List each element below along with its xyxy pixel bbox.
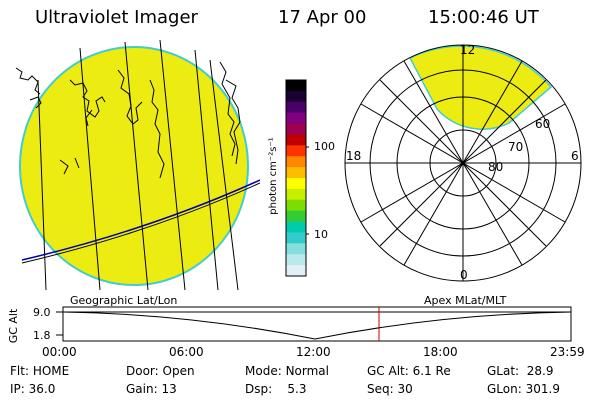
status-seq: Seq: 30 — [367, 382, 413, 396]
colorbar-cell — [286, 134, 306, 146]
status-flt: Flt: HOME — [10, 364, 70, 378]
status-glon: GLon: 301.9 — [487, 382, 560, 396]
geographic-caption: Geographic Lat/Lon — [70, 294, 178, 307]
status-flt-value: HOME — [32, 364, 70, 378]
status-gain: Gain: 13 — [126, 382, 177, 396]
x-tick-0600: 06:00 — [169, 345, 204, 359]
colorbar-cell — [286, 199, 306, 212]
colorbar-cell — [286, 112, 306, 125]
colorbar-cell — [286, 123, 306, 135]
mlt-label-6: 6 — [571, 149, 579, 163]
status-gcalt-value: 6.1 Re — [412, 364, 451, 378]
coastline — [15, 61, 241, 179]
app-title: Ultraviolet Imager — [35, 7, 198, 28]
status-glat-value: 28.9 — [526, 364, 554, 378]
colorbar-cell — [286, 210, 306, 223]
status-seq-value: 30 — [397, 382, 413, 396]
mlt-label-18: 18 — [346, 149, 361, 163]
x-tick-1800: 18:00 — [423, 345, 458, 359]
colorbar-cell — [286, 232, 306, 244]
apex-caption: Apex MLat/MLT — [424, 294, 507, 307]
colorbar-cell — [286, 101, 306, 114]
colorbar-cell — [286, 145, 306, 157]
colorbar-tick-100: 100 — [314, 140, 335, 153]
alt-ytick-1.8: 1.8 — [33, 329, 51, 342]
status-glat: GLat: 28.9 — [487, 364, 554, 378]
status-glon-value: 301.9 — [525, 382, 560, 396]
alt-axis-label: GC Alt — [7, 308, 20, 343]
colorbar-cell — [286, 167, 306, 179]
status-gcalt: GC Alt: 6.1 Re — [367, 364, 451, 378]
status-dsp-value: 5.3 — [287, 382, 307, 396]
alt-ytick-9: 9.0 — [33, 306, 51, 319]
x-tick-1200: 12:00 — [296, 345, 331, 359]
colorbar: photon cm⁻²s⁻¹ — [268, 79, 309, 277]
mlt-label-12: 12 — [460, 43, 475, 57]
status-door: Door: Open — [126, 364, 195, 378]
status-gain-value: 13 — [161, 382, 177, 396]
mlt-label-0: 0 — [460, 268, 468, 282]
status-mode-value: Normal — [285, 364, 329, 378]
lat-label-80: 80 — [488, 160, 503, 174]
auroral-oval-region — [408, 45, 553, 130]
date-label: 17 Apr 00 — [278, 7, 367, 28]
colorbar-unit-label: photon cm⁻²s⁻¹ — [268, 137, 279, 214]
colorbar-cell — [286, 156, 306, 168]
auroral-glow-disk — [19, 46, 249, 286]
colorbar-cell — [286, 178, 306, 190]
colorbar-cell — [286, 221, 306, 233]
x-tick-0000: 00:00 — [42, 345, 77, 359]
geographic-globe-image — [15, 40, 260, 290]
status-door-value: Open — [162, 364, 195, 378]
colorbar-cell — [286, 90, 306, 103]
orbit-track — [21, 179, 260, 261]
lat-label-60: 60 — [535, 117, 550, 131]
colorbar-tick-10: 10 — [314, 228, 328, 241]
colorbar-cell — [286, 80, 306, 92]
status-mode: Mode: Normal — [245, 364, 329, 378]
colorbar-cell — [286, 188, 306, 201]
status-ip-value: 36.0 — [28, 382, 56, 396]
colorbar-cell — [286, 254, 306, 266]
status-ip: IP: 36.0 — [10, 382, 56, 396]
colorbar-cell — [286, 243, 306, 255]
colorbar-cell — [286, 265, 306, 277]
time-label: 15:00:46 UT — [428, 7, 539, 28]
longitude-grid — [37, 40, 239, 290]
polar-grid — [344, 44, 582, 282]
altitude-curve — [62, 311, 572, 340]
altitude-timeline-chart: GC Alt 9.0 1.8 — [7, 306, 572, 343]
status-dsp: Dsp: 5.3 — [245, 382, 307, 396]
x-tick-2359: 23:59 — [550, 345, 585, 359]
polar-mlt-plot: 12 18 6 0 60 70 80 — [344, 43, 582, 282]
lat-label-70: 70 — [508, 140, 523, 154]
